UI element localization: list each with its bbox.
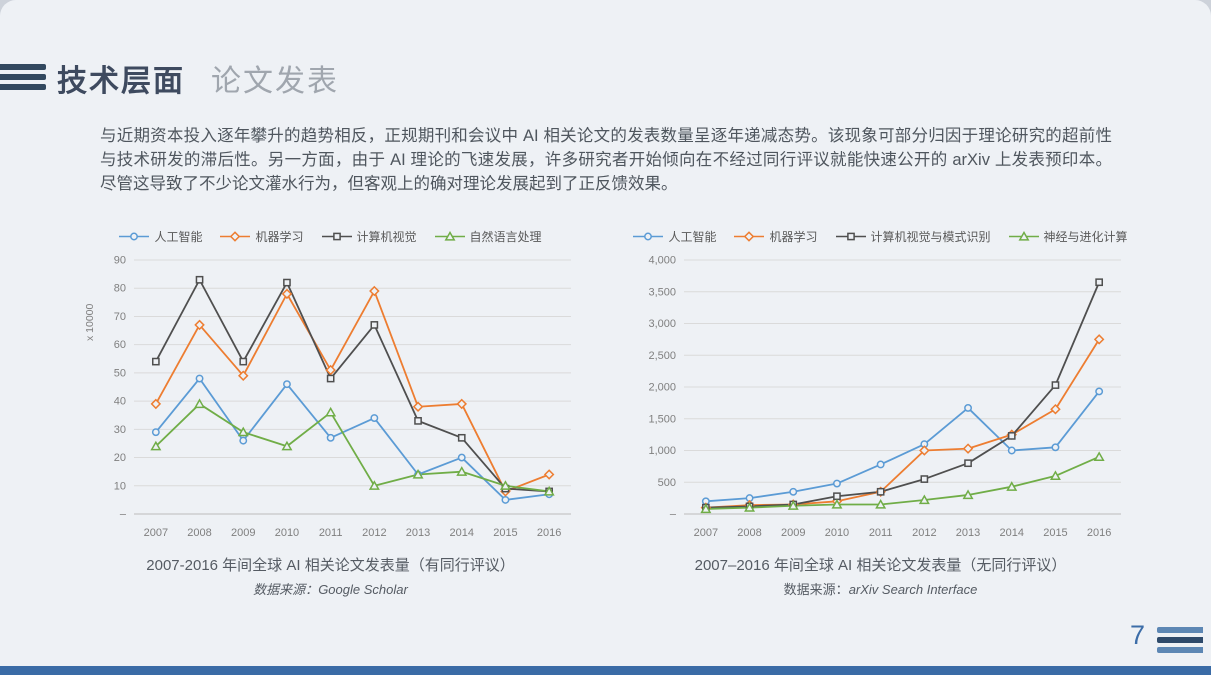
circle-marker-icon — [119, 232, 150, 240]
legend-label: 人工智能 — [668, 229, 717, 244]
chart-legend: 人工智能 机器学习 计算机视觉 自然语言处理 — [119, 226, 542, 246]
chart-source-value: Google Scholar — [318, 582, 408, 597]
legend-label: 自然语言处理 — [469, 229, 542, 244]
svg-text:30: 30 — [114, 424, 126, 436]
slide-header: 技术层面 论文发表 — [57, 56, 339, 100]
chart-source: 数据来源：arXiv Search Interface — [695, 579, 1067, 598]
svg-text:x 10000: x 10000 — [84, 303, 96, 341]
bar — [0, 84, 46, 90]
svg-text:50: 50 — [114, 367, 126, 379]
legend-item: 神经与进化计算 — [1008, 228, 1128, 245]
legend-item: 计算机视觉 — [321, 228, 417, 245]
bar — [1157, 637, 1203, 643]
bar — [1157, 627, 1203, 633]
legend-label: 神经与进化计算 — [1043, 229, 1128, 244]
svg-text:70: 70 — [114, 311, 126, 323]
legend-item: 机器学习 — [734, 228, 818, 245]
svg-text:2008: 2008 — [187, 527, 211, 539]
svg-text:80: 80 — [114, 283, 126, 295]
svg-text:60: 60 — [114, 339, 126, 351]
svg-text:2016: 2016 — [537, 527, 561, 539]
diamond-marker-icon — [220, 230, 251, 242]
legend-item: 人工智能 — [633, 228, 716, 245]
bar — [0, 74, 46, 80]
svg-text:2013: 2013 — [956, 527, 980, 539]
chart-source-prefix: 数据来源： — [783, 582, 849, 597]
line-chart-peer-reviewed: – 10 20 30 40 50 60 70 80 90 2007 2008 2009 2010 2011 2… — [84, 255, 571, 539]
square-marker-icon — [321, 232, 352, 240]
triple-bars-icon — [1157, 627, 1203, 653]
chart-source-prefix: 数据来源： — [253, 582, 319, 597]
chart-legend: 人工智能 机器学习 计算机视觉与模式识别 神经与进化计算 — [633, 226, 1128, 246]
chart-caption-block: 2007-2016 年间全球 AI 相关论文发表量（有同行评议） 数据来源：Go… — [146, 554, 514, 598]
chart-peer-reviewed: 人工智能 机器学习 计算机视觉 自然语言处理 – 10 20 30 40 50 60 70 80 90 2… — [78, 226, 583, 598]
chart-title: 2007-2016 年间全球 AI 相关论文发表量（有同行评议） — [146, 557, 515, 574]
svg-text:1,500: 1,500 — [648, 413, 676, 425]
chart-caption-block: 2007–2016 年间全球 AI 相关论文发表量（无同行评议） 数据来源：ar… — [695, 554, 1067, 598]
svg-text:2014: 2014 — [1000, 527, 1024, 539]
legend-item: 计算机视觉与模式识别 — [835, 228, 991, 245]
svg-text:20: 20 — [114, 452, 126, 464]
svg-text:2,500: 2,500 — [648, 350, 676, 362]
svg-text:2009: 2009 — [781, 527, 805, 539]
svg-text:1,000: 1,000 — [648, 445, 676, 457]
chart-title: 2007–2016 年间全球 AI 相关论文发表量（无同行评议） — [694, 557, 1067, 574]
legend-label: 计算机视觉 — [356, 229, 417, 244]
svg-text:2010: 2010 — [275, 527, 299, 539]
triangle-marker-icon — [1008, 230, 1039, 241]
body-paragraph: 与近期资本投入逐年攀升的趋势相反，正规期刊和会议中 AI 相关论文的发表数量呈逐… — [100, 127, 1112, 193]
svg-text:2016: 2016 — [1087, 527, 1111, 539]
svg-text:2007: 2007 — [694, 527, 718, 539]
svg-text:40: 40 — [114, 396, 126, 408]
line-chart-preprint: – 500 1,000 1,500 2,000 2,500 3,000 3,500 4,000 2… — [648, 255, 1121, 539]
bottom-accent-bar — [0, 666, 1211, 675]
legend-label: 机器学习 — [255, 229, 304, 244]
bar — [1157, 647, 1203, 653]
svg-text:2009: 2009 — [231, 527, 255, 539]
svg-text:10: 10 — [114, 480, 126, 492]
svg-text:–: – — [120, 509, 127, 521]
bar — [0, 64, 46, 70]
square-marker-icon — [835, 232, 866, 240]
svg-text:2011: 2011 — [869, 527, 893, 539]
svg-text:3,000: 3,000 — [648, 318, 676, 330]
legend-item: 人工智能 — [119, 228, 202, 245]
chart-source-value: arXiv Search Interface — [848, 582, 978, 597]
legend-label: 机器学习 — [769, 229, 818, 244]
page-title: 技术层面 — [57, 65, 185, 98]
page-number: 7 — [1129, 620, 1145, 650]
svg-text:2012: 2012 — [362, 527, 386, 539]
legend-item: 自然语言处理 — [434, 228, 542, 245]
svg-text:2015: 2015 — [493, 527, 517, 539]
svg-text:90: 90 — [114, 255, 126, 267]
svg-text:2015: 2015 — [1043, 527, 1067, 539]
charts-row: 人工智能 机器学习 计算机视觉 自然语言处理 – 10 20 30 40 50 60 70 80 90 2… — [78, 226, 1133, 598]
svg-text:2007: 2007 — [144, 527, 168, 539]
svg-text:4,000: 4,000 — [648, 255, 676, 267]
svg-text:2,000: 2,000 — [648, 382, 676, 394]
svg-text:3,500: 3,500 — [648, 286, 676, 298]
svg-text:2011: 2011 — [319, 527, 343, 539]
svg-text:2010: 2010 — [825, 527, 849, 539]
page-subtitle: 论文发表 — [211, 65, 339, 98]
circle-marker-icon — [633, 232, 664, 240]
legend-label: 计算机视觉与模式识别 — [870, 229, 991, 244]
chart-preprint: 人工智能 机器学习 计算机视觉与模式识别 神经与进化计算 – 500 1,000 1,500… — [628, 226, 1133, 598]
svg-text:–: – — [670, 509, 677, 521]
chart-source: 数据来源：Google Scholar — [146, 579, 514, 598]
legend-item: 机器学习 — [220, 228, 304, 245]
diamond-marker-icon — [734, 230, 765, 242]
triangle-marker-icon — [434, 230, 465, 241]
legend-label: 人工智能 — [154, 229, 203, 244]
svg-text:2014: 2014 — [450, 527, 474, 539]
svg-text:2008: 2008 — [737, 527, 761, 539]
triple-bars-icon — [0, 64, 46, 90]
svg-text:2012: 2012 — [912, 527, 936, 539]
svg-text:500: 500 — [658, 477, 676, 489]
svg-text:2013: 2013 — [406, 527, 430, 539]
